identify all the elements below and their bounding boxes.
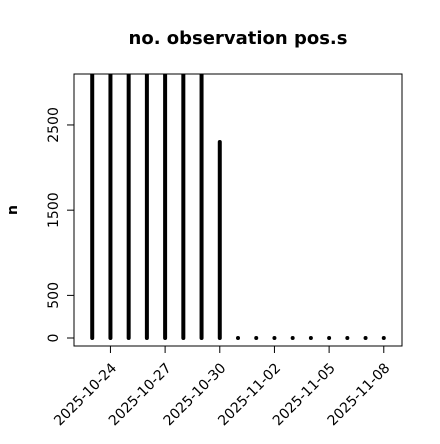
y-axis-label: n bbox=[5, 205, 21, 215]
y-tick-label: 2500 bbox=[46, 107, 62, 143]
plot-box bbox=[73, 73, 403, 347]
y-tick-label: 0 bbox=[46, 334, 62, 343]
chart-title: no. observation pos.s bbox=[129, 28, 348, 49]
y-tick-label: 500 bbox=[46, 282, 62, 309]
plot-area bbox=[90, 74, 386, 340]
y-tick-label: 1500 bbox=[46, 192, 62, 228]
